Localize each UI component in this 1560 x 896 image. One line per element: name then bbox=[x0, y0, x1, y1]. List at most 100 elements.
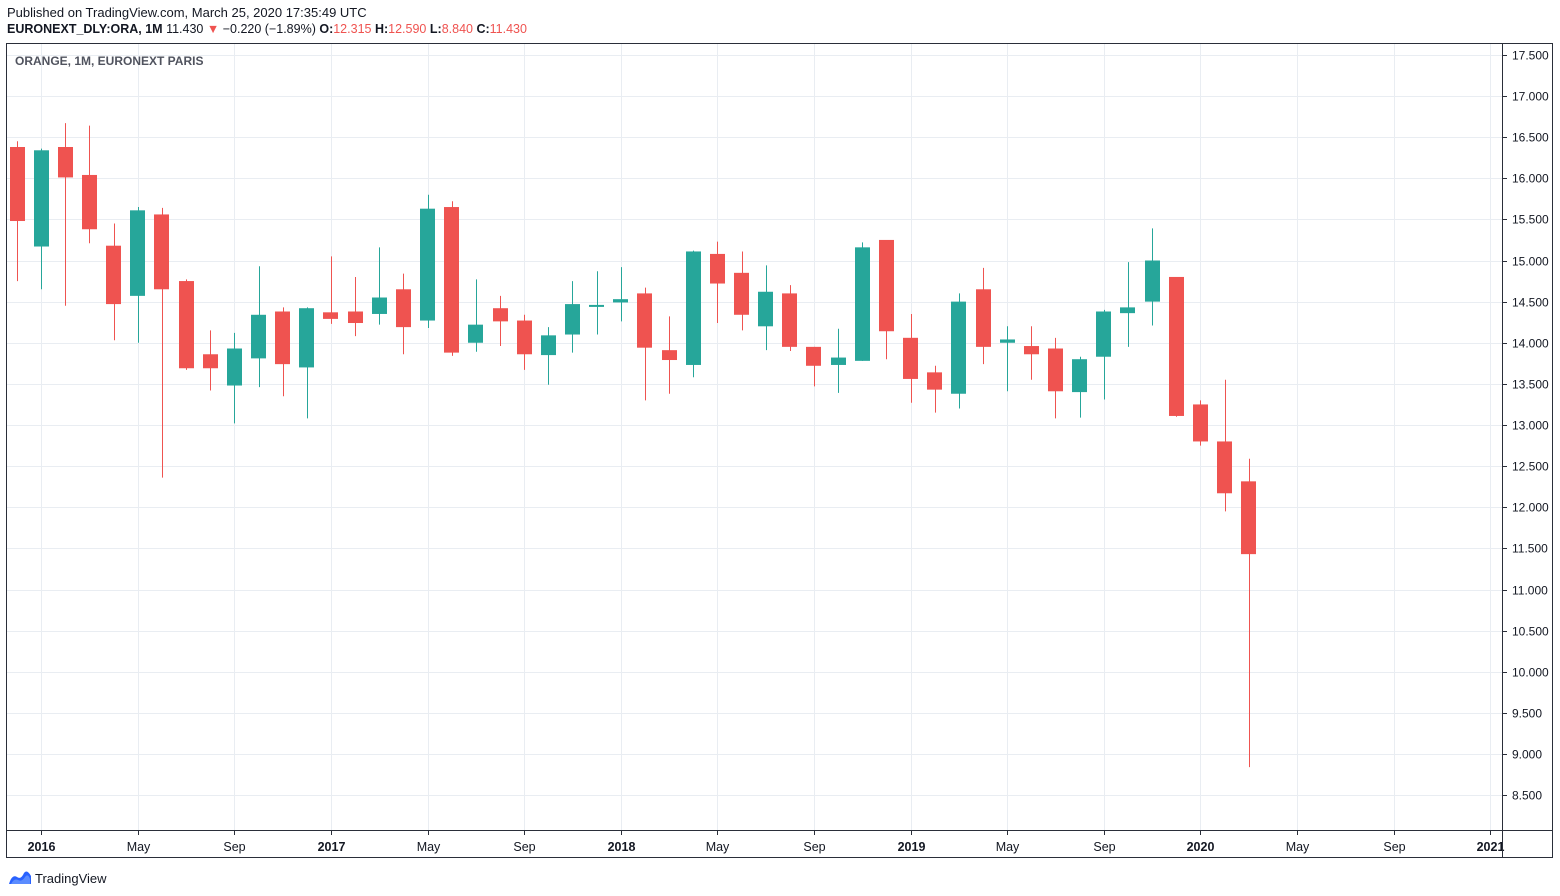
candle-body bbox=[1193, 404, 1208, 442]
candle-body bbox=[758, 291, 773, 327]
candle-body bbox=[686, 251, 701, 365]
chart-title: ORANGE, 1M, EURONEXT PARIS bbox=[15, 54, 204, 68]
footer-brand[interactable]: TradingView bbox=[8, 868, 107, 888]
y-tick-label: 15.000 bbox=[1512, 255, 1549, 269]
y-tick-label: 14.000 bbox=[1512, 337, 1549, 351]
candle-body bbox=[879, 239, 894, 332]
published-info: Published on TradingView.com, March 25, … bbox=[7, 5, 367, 20]
candle-body bbox=[58, 146, 73, 178]
y-tick-label: 12.000 bbox=[1512, 501, 1549, 515]
y-tick-label: 16.500 bbox=[1512, 131, 1549, 145]
x-tick-label: 2017 bbox=[318, 840, 346, 854]
candle-body bbox=[34, 150, 49, 247]
ticker-line: EURONEXT_DLY:ORA, 1M 11.430 ▼ −0.220 (−1… bbox=[7, 22, 527, 36]
candle-body bbox=[927, 372, 942, 390]
candle-body bbox=[203, 354, 218, 369]
candle-body bbox=[420, 208, 435, 321]
close-value: 11.430 bbox=[489, 22, 527, 36]
y-tick-label: 13.500 bbox=[1512, 378, 1549, 392]
x-tick-label: Sep bbox=[513, 840, 535, 854]
y-tick-label: 8.500 bbox=[1512, 789, 1542, 803]
symbol-label[interactable]: EURONEXT_DLY:ORA, 1M bbox=[7, 22, 163, 36]
candle-body bbox=[565, 304, 580, 335]
x-tick-label: May bbox=[706, 840, 730, 854]
tradingview-logo-icon bbox=[9, 871, 31, 884]
candle-body bbox=[589, 304, 604, 307]
candle-body bbox=[179, 281, 194, 369]
candle-body bbox=[1169, 276, 1184, 416]
candle-body bbox=[831, 357, 846, 365]
high-label: H: bbox=[374, 22, 389, 36]
x-tick-label: Sep bbox=[1383, 840, 1405, 854]
candle-body bbox=[396, 289, 411, 328]
candle-body bbox=[806, 346, 821, 366]
y-tick-label: 11.500 bbox=[1512, 542, 1548, 556]
x-tick-label: 2018 bbox=[608, 840, 636, 854]
x-tick-label: May bbox=[1286, 840, 1310, 854]
y-tick-label: 17.500 bbox=[1512, 49, 1549, 63]
down-arrow-icon: ▼ bbox=[206, 22, 220, 36]
candle-body bbox=[468, 324, 483, 343]
candle-body bbox=[734, 272, 749, 315]
candle-body bbox=[227, 348, 242, 386]
y-tick-label: 9.000 bbox=[1512, 748, 1542, 762]
x-tick-label: 2016 bbox=[28, 840, 56, 854]
candle-body bbox=[1241, 481, 1256, 555]
y-tick-label: 12.500 bbox=[1512, 460, 1549, 474]
chart-frame[interactable] bbox=[6, 43, 1553, 858]
y-tick-label: 9.500 bbox=[1512, 707, 1542, 721]
candle-body bbox=[372, 297, 387, 314]
low-label: L: bbox=[429, 22, 442, 36]
candle-body bbox=[1048, 348, 1063, 392]
candle-body bbox=[444, 207, 459, 353]
x-tick-label: May bbox=[996, 840, 1020, 854]
candle-body bbox=[1096, 311, 1111, 357]
candle-body bbox=[106, 245, 121, 305]
candle-body bbox=[82, 174, 97, 230]
candle-body bbox=[613, 299, 628, 303]
close-label: C: bbox=[476, 22, 490, 36]
footer-brand-label: TradingView bbox=[35, 870, 107, 886]
x-tick-label: May bbox=[417, 840, 441, 854]
y-tick-label: 15.500 bbox=[1512, 213, 1549, 227]
open-value: 12.315 bbox=[333, 22, 372, 36]
y-tick-label: 11.000 bbox=[1512, 584, 1548, 598]
candle-body bbox=[323, 312, 338, 319]
candle-body bbox=[1145, 260, 1160, 302]
candle-body bbox=[903, 337, 918, 379]
candle-body bbox=[951, 301, 966, 394]
candle-body bbox=[275, 311, 290, 365]
open-label: O: bbox=[319, 22, 334, 36]
candle-body bbox=[976, 289, 991, 347]
candle-body bbox=[662, 350, 677, 361]
candle-body bbox=[1024, 346, 1039, 355]
candle-body bbox=[541, 335, 556, 356]
candle-body bbox=[493, 308, 508, 322]
candle-body bbox=[1072, 359, 1087, 393]
y-tick-label: 10.000 bbox=[1512, 666, 1549, 680]
x-tick-label: Sep bbox=[803, 840, 825, 854]
candle-body bbox=[710, 253, 725, 284]
y-tick-label: 10.500 bbox=[1512, 625, 1549, 639]
candle-body bbox=[1000, 339, 1015, 343]
candle-body bbox=[154, 214, 169, 290]
candle-body bbox=[299, 308, 314, 368]
y-tick-label: 16.000 bbox=[1512, 172, 1549, 186]
last-price: 11.430 bbox=[166, 22, 204, 36]
y-tick-label: 17.000 bbox=[1512, 90, 1549, 104]
candle-body bbox=[637, 293, 652, 348]
candle-body bbox=[10, 146, 25, 222]
candle-body bbox=[130, 210, 145, 296]
candle-body bbox=[1217, 441, 1232, 494]
high-value: 12.590 bbox=[388, 22, 427, 36]
x-tick-label: 2020 bbox=[1187, 840, 1215, 854]
x-tick-label: 2021 bbox=[1477, 840, 1505, 854]
x-tick-label: 2019 bbox=[898, 840, 926, 854]
x-tick-label: Sep bbox=[223, 840, 245, 854]
candle-body bbox=[855, 247, 870, 361]
candle-body bbox=[1120, 307, 1135, 314]
y-tick-label: 13.000 bbox=[1512, 419, 1549, 433]
y-tick-label: 14.500 bbox=[1512, 296, 1549, 310]
low-value: 8.840 bbox=[441, 22, 473, 36]
